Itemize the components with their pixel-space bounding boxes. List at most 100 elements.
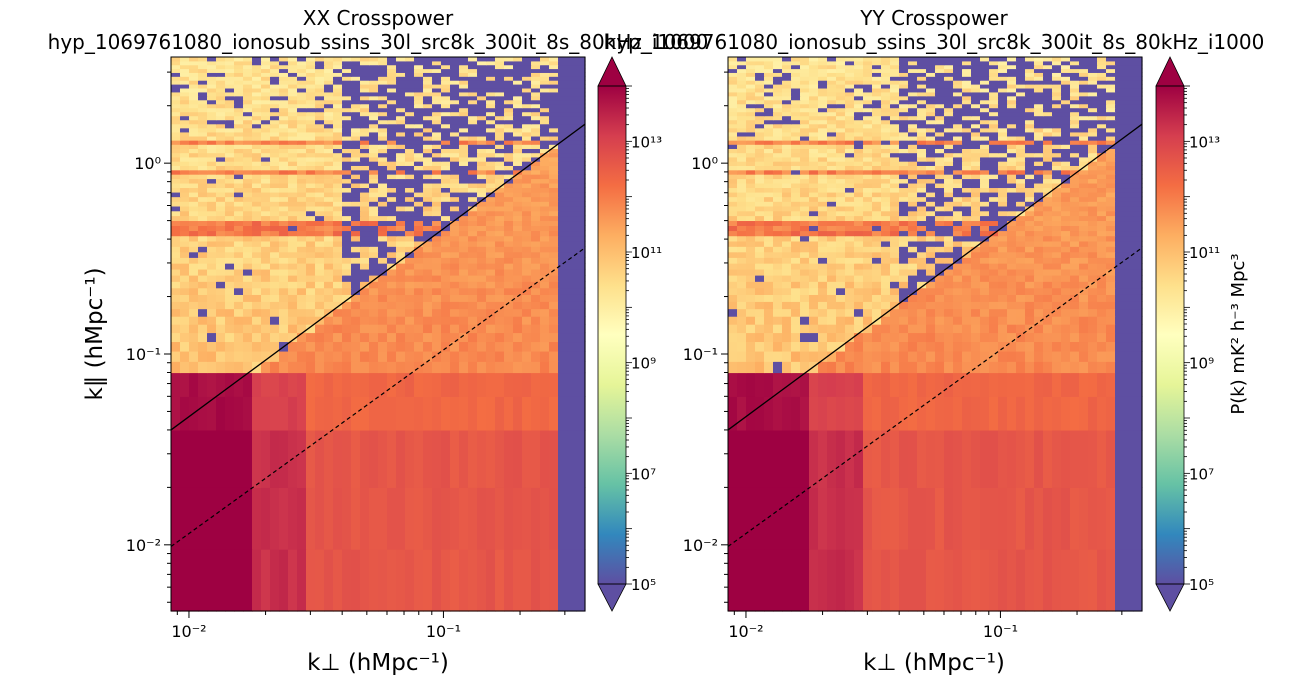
heatmap-cell: [809, 294, 819, 302]
heatmap-cell: [576, 396, 586, 431]
heatmap-cell: [836, 294, 846, 302]
heatmap-cell: [360, 251, 370, 258]
heatmap-cell: [234, 225, 244, 232]
heatmap-cell: [468, 152, 478, 158]
heatmap-cell: [531, 178, 541, 184]
heatmap-cell: [360, 140, 370, 145]
heatmap-cell: [935, 201, 945, 207]
heatmap-cell: [872, 324, 882, 334]
panel-yy: YY Crosspower hyp_1069761080_ionosub_ssi…: [604, 6, 1265, 676]
heatmap-cell: [1016, 275, 1026, 282]
heatmap-cell: [459, 87, 469, 93]
heatmap-cell: [207, 115, 217, 121]
heatmap-cell: [432, 257, 442, 264]
heatmap-cell: [1133, 361, 1143, 374]
heatmap-cell: [800, 257, 810, 264]
heatmap-cell: [504, 257, 514, 264]
heatmap-cell: [818, 161, 828, 166]
heatmap-cell: [396, 350, 406, 362]
heatmap-cell: [405, 144, 415, 149]
heatmap-cell: [728, 187, 738, 193]
heatmap-cell: [315, 268, 325, 276]
heatmap-cell: [180, 178, 190, 184]
heatmap-cell: [1007, 301, 1017, 310]
heatmap-cell: [243, 144, 253, 149]
heatmap-cell: [198, 281, 208, 289]
heatmap-cell: [1079, 225, 1089, 232]
heatmap-cell: [872, 350, 882, 362]
heatmap-cell: [773, 263, 783, 270]
heatmap-cell: [441, 68, 451, 73]
heatmap-cell: [234, 161, 244, 166]
heatmap-cell: [378, 144, 388, 149]
heatmap-cell: [369, 429, 379, 488]
heatmap-cell: [288, 263, 298, 270]
heatmap-cell: [872, 225, 882, 232]
heatmap-cell: [836, 332, 846, 343]
heatmap-cell: [243, 178, 253, 184]
heatmap-cell: [324, 301, 334, 310]
heatmap-cell: [414, 140, 424, 145]
heatmap-cell: [1115, 308, 1125, 317]
heatmap-cell: [315, 205, 325, 212]
heatmap-cell: [531, 165, 541, 171]
heatmap-cell: [333, 99, 343, 105]
heatmap-cell: [854, 251, 864, 258]
heatmap-cell: [899, 240, 909, 247]
heatmap-cell: [288, 127, 298, 133]
heatmap-cell: [737, 324, 747, 334]
heatmap-cell: [1088, 263, 1098, 270]
heatmap-cell: [1016, 332, 1026, 343]
heatmap-cell: [540, 95, 550, 101]
heatmap-cell: [270, 235, 280, 242]
heatmap-cell: [962, 287, 972, 295]
heatmap-cell: [252, 235, 262, 242]
heatmap-cell: [342, 123, 352, 129]
heatmap-cell: [953, 396, 963, 431]
heatmap-cell: [1088, 230, 1098, 237]
heatmap-cell: [549, 131, 559, 137]
heatmap-cell: [486, 161, 496, 166]
heatmap-cell: [1043, 341, 1053, 352]
heatmap-cell: [243, 294, 253, 302]
heatmap-cell: [818, 275, 828, 282]
heatmap-cell: [306, 95, 316, 101]
heatmap-cell: [225, 429, 235, 488]
heatmap-cell: [333, 123, 343, 129]
heatmap-cell: [1043, 316, 1053, 325]
heatmap-cell: [432, 64, 442, 70]
heatmap-cell: [540, 115, 550, 121]
heatmap-cell: [450, 165, 460, 171]
heatmap-cell: [540, 127, 550, 133]
heatmap-cell: [504, 187, 514, 193]
heatmap-cell: [728, 396, 738, 431]
heatmap-cell: [836, 161, 846, 166]
heatmap-cell: [1025, 215, 1035, 222]
heatmap-cell: [1061, 165, 1071, 171]
heatmap-cell: [306, 196, 316, 202]
heatmap-cell: [513, 268, 523, 276]
heatmap-cell: [782, 205, 792, 212]
heatmap-cell: [1034, 196, 1044, 202]
heatmap-cell: [513, 246, 523, 253]
heatmap-cell: [306, 127, 316, 133]
heatmap-cell: [252, 99, 262, 105]
heatmap-cell: [576, 95, 586, 101]
heatmap-cell: [1043, 396, 1053, 431]
heatmap-cell: [306, 275, 316, 282]
heatmap-cell: [504, 76, 514, 81]
heatmap-cell: [899, 275, 909, 282]
heatmap-cell: [773, 161, 783, 166]
heatmap-cell: [854, 275, 864, 282]
heatmap-cell: [432, 76, 442, 81]
heatmap-cell: [1115, 210, 1125, 217]
heatmap-cell: [1043, 263, 1053, 270]
heatmap-cell: [369, 361, 379, 374]
heatmap-cell: [567, 68, 577, 73]
heatmap-cell: [513, 140, 523, 145]
heatmap-cell: [1124, 174, 1134, 180]
heatmap-cell: [791, 396, 801, 431]
heatmap-cell: [468, 140, 478, 145]
heatmap-cell: [306, 91, 316, 97]
heatmap-cell: [270, 99, 280, 105]
